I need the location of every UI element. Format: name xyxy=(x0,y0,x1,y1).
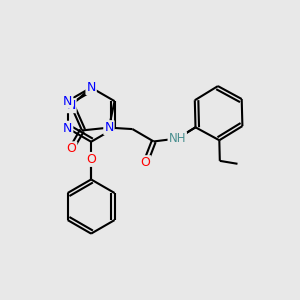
Text: N: N xyxy=(104,121,114,134)
Text: N: N xyxy=(63,94,72,108)
Text: N: N xyxy=(63,122,72,135)
Text: O: O xyxy=(67,142,76,155)
Text: O: O xyxy=(86,153,96,166)
Text: N: N xyxy=(86,81,96,94)
Text: O: O xyxy=(140,156,150,169)
Text: NH: NH xyxy=(169,132,186,145)
Text: N: N xyxy=(66,99,76,112)
